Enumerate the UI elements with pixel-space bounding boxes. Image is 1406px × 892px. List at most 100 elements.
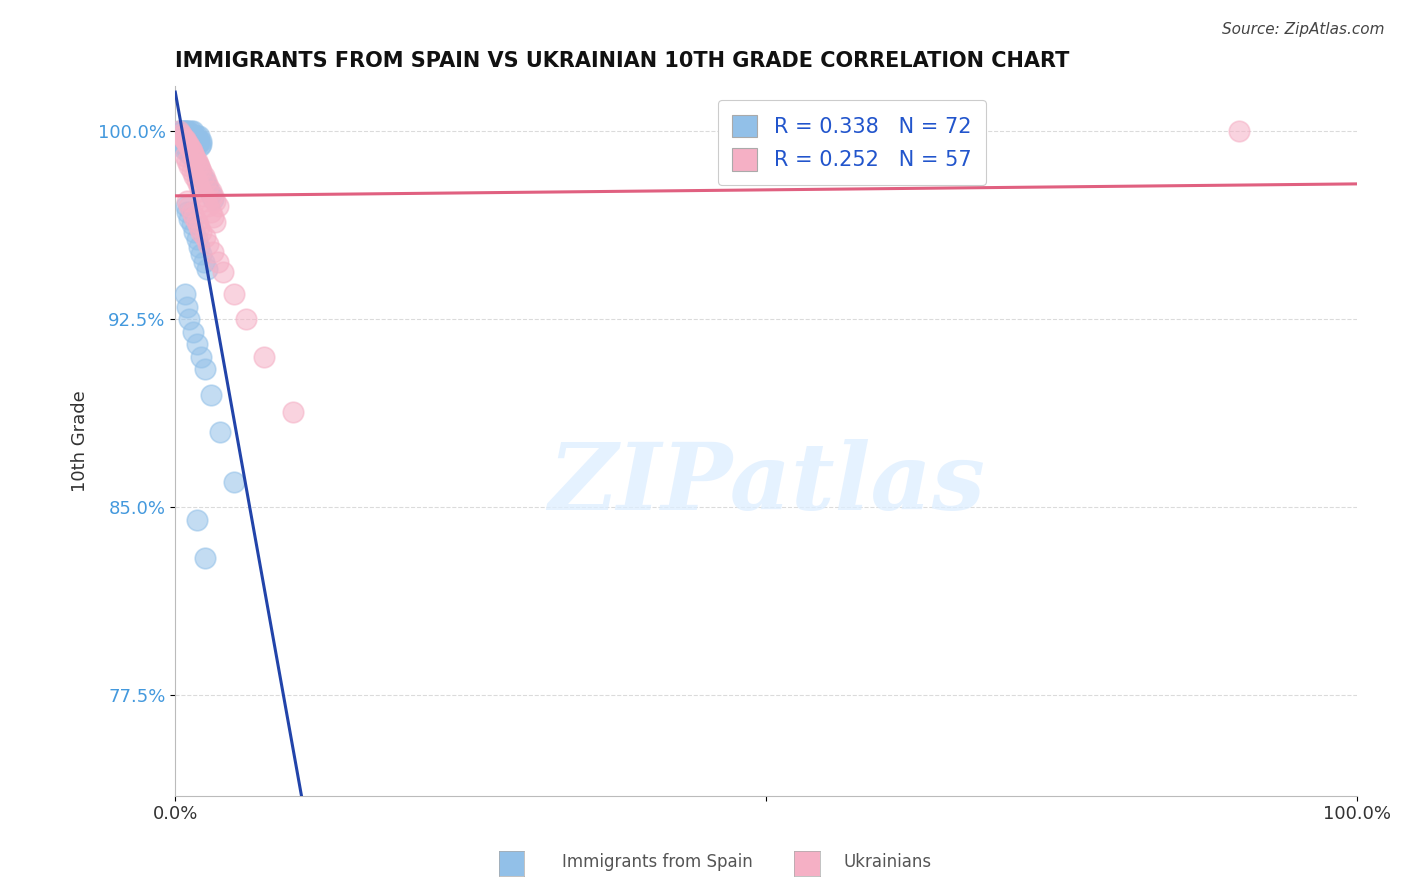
Point [181, 146, 204, 161]
Point [193, 172, 215, 186]
Point [186, 129, 208, 144]
Text: Immigrants from Spain: Immigrants from Spain [562, 853, 754, 871]
Point [187, 239, 209, 253]
Point [184, 134, 207, 148]
Point [190, 350, 212, 364]
Point [180, 164, 202, 178]
Point [195, 262, 218, 277]
Point [186, 337, 208, 351]
Point [173, 124, 195, 138]
Point [167, 124, 190, 138]
Point [173, 132, 195, 146]
Legend: R = 0.338   N = 72, R = 0.252   N = 57: R = 0.338 N = 72, R = 0.252 N = 57 [717, 100, 986, 185]
Point [181, 124, 204, 138]
Point [200, 186, 222, 201]
Point [204, 214, 226, 228]
Point [193, 189, 215, 203]
Point [179, 132, 201, 146]
Point [283, 405, 305, 419]
Point [202, 244, 225, 259]
Point [190, 167, 212, 181]
Point [202, 210, 225, 224]
Point [167, 124, 190, 138]
Point [183, 225, 205, 239]
Point [187, 161, 209, 176]
Point [181, 325, 204, 339]
Point [179, 212, 201, 227]
Point [202, 189, 225, 203]
Point [197, 182, 219, 196]
Point [176, 132, 198, 146]
Point [177, 142, 200, 156]
Point [176, 127, 198, 141]
Point [179, 312, 201, 326]
Point [180, 129, 202, 144]
Point [190, 136, 212, 151]
Point [211, 265, 233, 279]
Point [194, 362, 217, 376]
Point [173, 149, 195, 163]
Point [176, 300, 198, 314]
Point [173, 142, 195, 156]
Point [180, 145, 202, 159]
Point [204, 194, 226, 209]
Point [207, 199, 229, 213]
Point [174, 127, 197, 141]
Point [176, 204, 198, 219]
Point [190, 134, 212, 148]
Point [183, 169, 205, 184]
Point [181, 146, 204, 161]
Point [190, 185, 212, 199]
Point [197, 179, 219, 194]
Point [174, 124, 197, 138]
Point [173, 124, 195, 138]
Point [186, 513, 208, 527]
Point [174, 139, 197, 153]
Point [190, 164, 212, 178]
Point [180, 217, 202, 231]
Point [179, 199, 201, 213]
Point [183, 129, 205, 144]
Point [207, 254, 229, 268]
Text: Ukrainians: Ukrainians [844, 853, 932, 871]
Point [170, 124, 193, 138]
Point [197, 237, 219, 252]
Point [187, 129, 209, 144]
Point [197, 199, 219, 213]
Point [186, 157, 208, 171]
Point [177, 129, 200, 144]
Point [200, 387, 222, 401]
Point [173, 132, 195, 146]
Point [176, 154, 198, 169]
Point [176, 124, 198, 138]
Point [193, 254, 215, 268]
Point [183, 152, 205, 166]
Point [172, 129, 194, 144]
Point [177, 136, 200, 151]
Point [180, 145, 202, 159]
Point [184, 154, 207, 169]
Point [253, 350, 276, 364]
Point [193, 169, 215, 184]
Point [224, 287, 246, 301]
Point [187, 160, 209, 174]
Point [179, 127, 201, 141]
Point [195, 177, 218, 191]
Point [200, 204, 222, 219]
Point [186, 232, 208, 246]
Point [180, 204, 202, 219]
Point [176, 145, 198, 159]
Point [174, 199, 197, 213]
Point [187, 179, 209, 194]
Point [183, 210, 205, 224]
Point [184, 152, 207, 166]
Point [195, 194, 218, 209]
Point [224, 475, 246, 490]
Point [183, 149, 205, 163]
Text: Source: ZipAtlas.com: Source: ZipAtlas.com [1222, 22, 1385, 37]
Point [170, 127, 193, 141]
Point [180, 149, 202, 163]
Point [174, 134, 197, 148]
Point [188, 139, 211, 153]
Point [190, 247, 212, 261]
